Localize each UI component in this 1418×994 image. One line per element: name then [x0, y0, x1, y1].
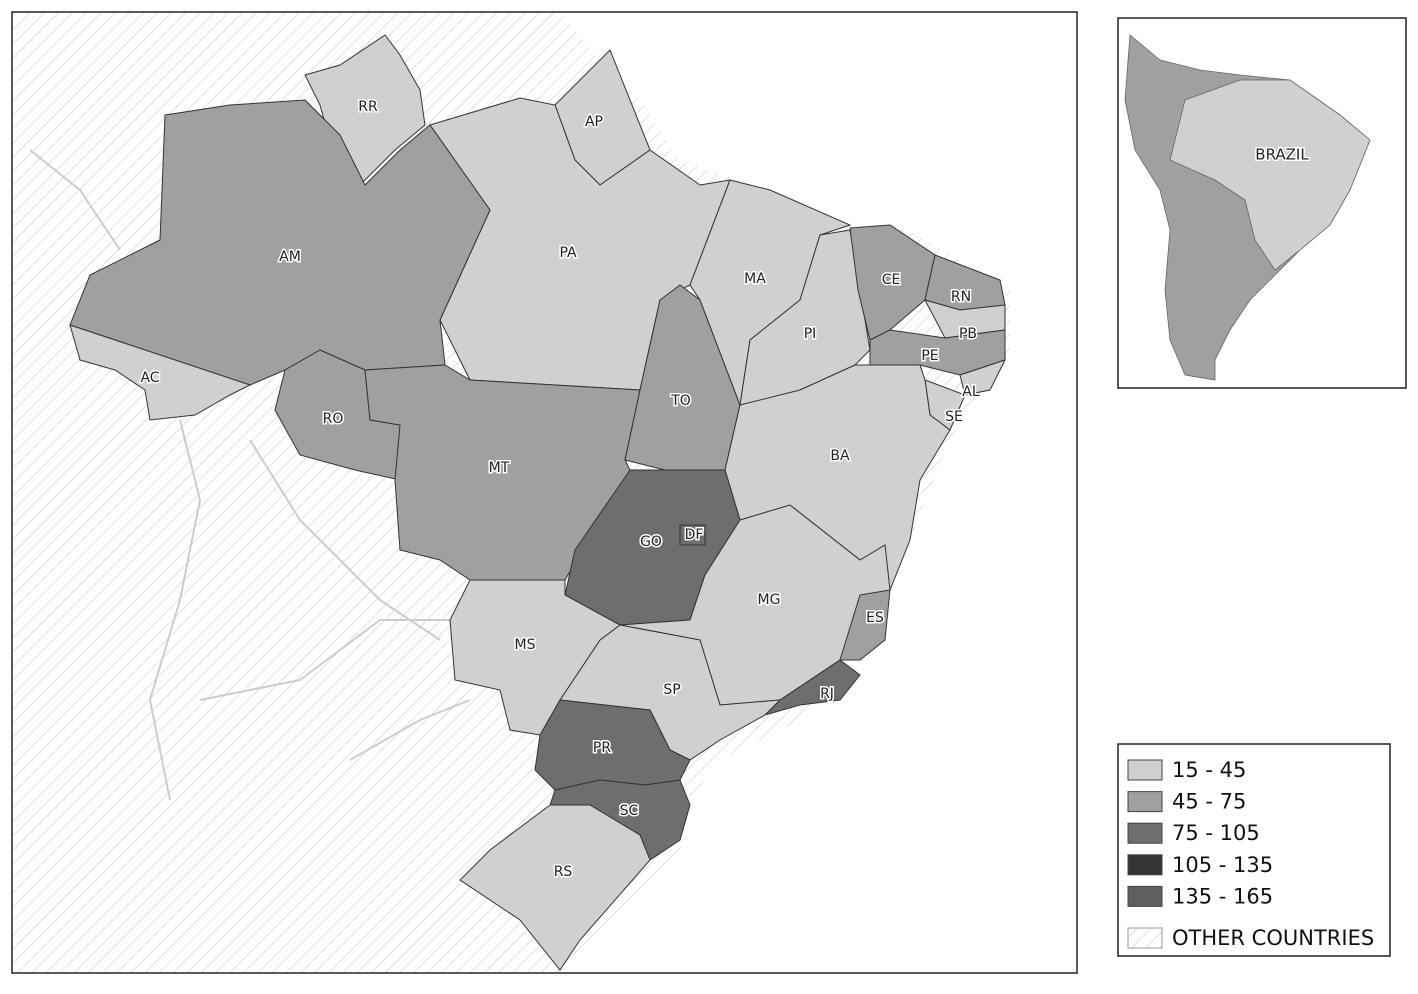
state-labels: RR AP PA AM AC RO MT TO MA PI CE RN PB PE AL SE BA GO DF MG…	[139, 98, 981, 882]
state-label: PI	[804, 326, 817, 342]
state-label: MS	[515, 637, 536, 653]
legend-swatch	[1127, 927, 1163, 949]
state	[69, 99, 491, 386]
country-borders	[29, 149, 471, 801]
brazil-outline	[1169, 79, 1371, 271]
state-label: PR	[593, 740, 611, 756]
state-label: CE	[882, 272, 901, 288]
state	[959, 359, 1006, 396]
legend-label: 75 - 105	[1172, 821, 1260, 845]
state-label: RN	[951, 289, 971, 305]
state-label: PB	[959, 326, 977, 342]
state-label: PE	[921, 348, 938, 364]
state-label: RO	[323, 411, 344, 427]
state-label: GO	[640, 534, 662, 550]
state	[924, 299, 1006, 339]
state-label: PA	[559, 245, 577, 261]
state-label: SP	[663, 682, 680, 698]
legend-label: OTHER COUNTRIES	[1172, 926, 1374, 950]
legend-label: 135 - 165	[1172, 884, 1273, 908]
state	[459, 804, 651, 971]
legend-label: 45 - 75	[1172, 790, 1246, 814]
inset-map: BRAZIL	[1117, 17, 1407, 389]
state-label: AC	[140, 370, 159, 386]
legend-label: 105 - 135	[1172, 853, 1273, 877]
legend-frame	[1117, 743, 1391, 957]
legend-items: 15 - 45 45 - 75 75 - 105 105 - 135 135 - 165	[1127, 758, 1273, 908]
main-map: RR AP PA AM AC RO MT TO MA PI CE RN PB PE AL SE BA GO DF MG…	[12, 12, 1077, 973]
state-label: AL	[962, 384, 980, 400]
state-label: SE	[945, 409, 963, 425]
legend-swatch	[1127, 791, 1163, 813]
state	[69, 324, 252, 421]
state-label: DF	[685, 527, 704, 543]
legend-label: 15 - 45	[1172, 758, 1246, 782]
state-label: MG	[758, 592, 781, 608]
inset-label: BRAZIL	[1255, 146, 1309, 164]
state-label: MT	[489, 460, 510, 476]
state	[679, 524, 706, 546]
legend-swatch	[1127, 885, 1163, 907]
state-label: ES	[866, 610, 884, 626]
state-label: RJ	[820, 686, 834, 702]
states: RR AP PA AM AC RO MT TO MA PI CE RN PB PE AL SE BA GO DF MG…	[69, 34, 1006, 971]
state-label: MA	[744, 271, 766, 287]
state-label: TO	[670, 393, 691, 409]
legend: 15 - 45 45 - 75 75 - 105 105 - 135 135 - 165…	[1117, 743, 1391, 957]
map-frame	[11, 11, 1078, 974]
state-label: RR	[358, 99, 378, 115]
legend-swatch	[1127, 822, 1163, 844]
state-label: AP	[585, 114, 603, 130]
legend-swatch	[1127, 759, 1163, 781]
state-label: AM	[279, 249, 301, 265]
state	[849, 224, 936, 341]
state-label: RS	[554, 864, 573, 880]
state-label: BA	[830, 448, 850, 464]
state-label: SC	[620, 803, 639, 819]
legend-swatch	[1127, 854, 1163, 876]
state	[839, 589, 891, 661]
